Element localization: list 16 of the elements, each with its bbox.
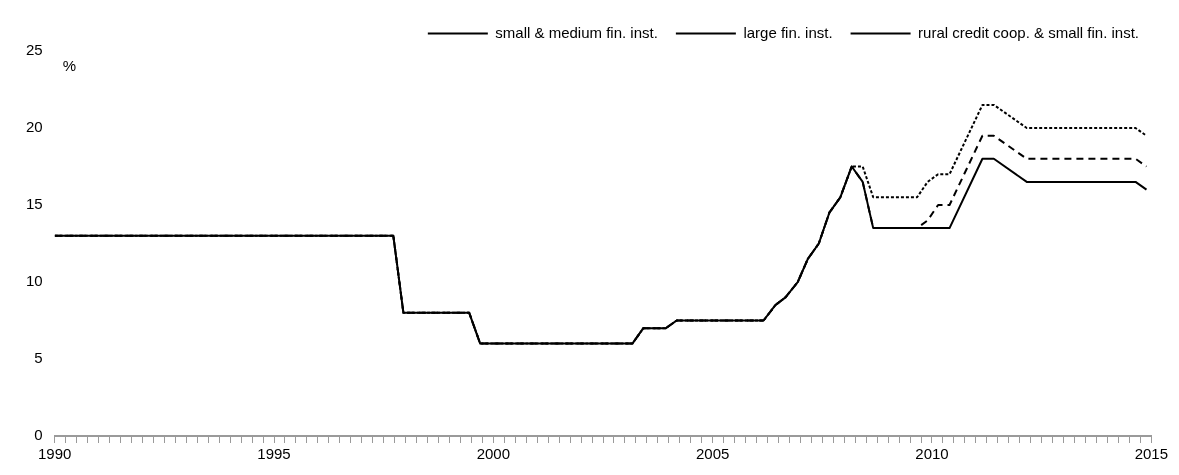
x-tick-label: 2000 xyxy=(476,445,511,463)
y-tick-label: 25 xyxy=(26,41,43,59)
y-tick-label: 10 xyxy=(26,272,43,290)
y-tick-label: 20 xyxy=(26,118,43,136)
x-tick-label: 1995 xyxy=(257,445,291,463)
y-tick-label: 15 xyxy=(26,195,43,213)
legend-label: small & medium fin. inst. xyxy=(495,23,658,41)
x-tick-label: 2010 xyxy=(915,445,949,463)
x-tick-label: 1990 xyxy=(38,445,72,463)
y-axis-title: % xyxy=(62,56,77,74)
y-tick-label: 0 xyxy=(34,426,43,444)
legend-label: rural credit coop. & small fin. inst. xyxy=(918,23,1140,41)
y-tick-label: 5 xyxy=(34,349,43,367)
legend-label: large fin. inst. xyxy=(743,23,833,41)
x-tick-label: 2015 xyxy=(1134,445,1168,463)
x-tick-label: 2005 xyxy=(695,445,730,463)
